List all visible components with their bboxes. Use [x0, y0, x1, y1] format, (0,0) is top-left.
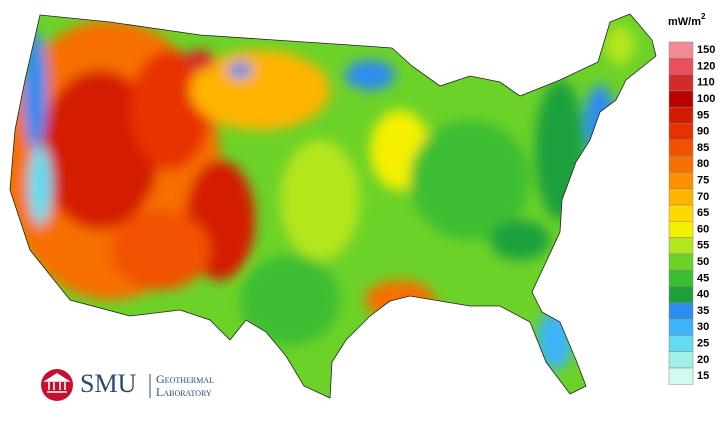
legend-label: 90: [697, 126, 709, 138]
legend-label: 55: [697, 240, 709, 252]
legend-swatch: [668, 237, 694, 255]
legend: 150 120 110 100 95 90 85 80 75 70 65 60 55 50 45 40 35 30…: [668, 41, 715, 385]
legend-label: 100: [697, 93, 715, 105]
legend-label: 15: [697, 370, 709, 382]
legend-label: 20: [697, 354, 709, 366]
legend-label: 150: [697, 44, 715, 56]
legend-label: 95: [697, 109, 709, 121]
logo-line2: Laboratory: [156, 385, 212, 399]
legend-swatch: [668, 58, 694, 75]
legend-label: 70: [697, 191, 709, 203]
legend-swatch: [668, 367, 694, 385]
legend-swatch: [668, 351, 694, 369]
legend-swatch: [668, 286, 694, 304]
legend-swatch: [668, 172, 694, 189]
legend-label: 75: [697, 174, 709, 186]
legend-label: 110: [697, 77, 715, 89]
logo-emblem: [41, 369, 73, 401]
us-outline: [9, 13, 657, 399]
legend-label: 50: [697, 256, 709, 268]
legend-swatch: [668, 253, 694, 271]
legend-label: 25: [697, 337, 709, 349]
legend-unit-exponent: 2: [701, 12, 706, 21]
legend-unit: mW/m: [668, 16, 701, 28]
legend-swatch: [668, 318, 694, 336]
legend-swatch: [668, 269, 694, 287]
logo-name: SMU: [80, 369, 137, 398]
heat-flow-map: [10, 14, 656, 398]
legend-swatch: [668, 123, 694, 141]
legend-swatch: [668, 155, 694, 173]
legend-label: 30: [697, 321, 709, 333]
legend-label: 45: [697, 272, 709, 284]
logo-line1: Geothermal: [156, 372, 214, 386]
legend-swatch: [668, 188, 694, 206]
legend-swatch: [668, 106, 694, 124]
legend-swatch: [668, 204, 694, 222]
legend-title: mW/m2: [668, 12, 706, 28]
legend-swatch: [668, 302, 694, 320]
legend-label: 40: [697, 289, 709, 301]
legend-label: 35: [697, 305, 709, 317]
legend-label: 85: [697, 142, 709, 154]
logo: SMU Geothermal Laboratory: [41, 369, 214, 401]
legend-label: 120: [697, 60, 715, 72]
legend-swatch: [668, 335, 694, 352]
legend-swatch: [668, 139, 694, 157]
legend-swatch: [668, 90, 694, 108]
legend-swatch: [668, 74, 694, 92]
legend-swatch: [668, 221, 694, 238]
legend-label: 80: [697, 158, 709, 170]
legend-swatch: [668, 41, 694, 59]
legend-label: 60: [697, 223, 709, 235]
logo-building: [43, 373, 71, 393]
legend-label: 65: [697, 207, 709, 219]
